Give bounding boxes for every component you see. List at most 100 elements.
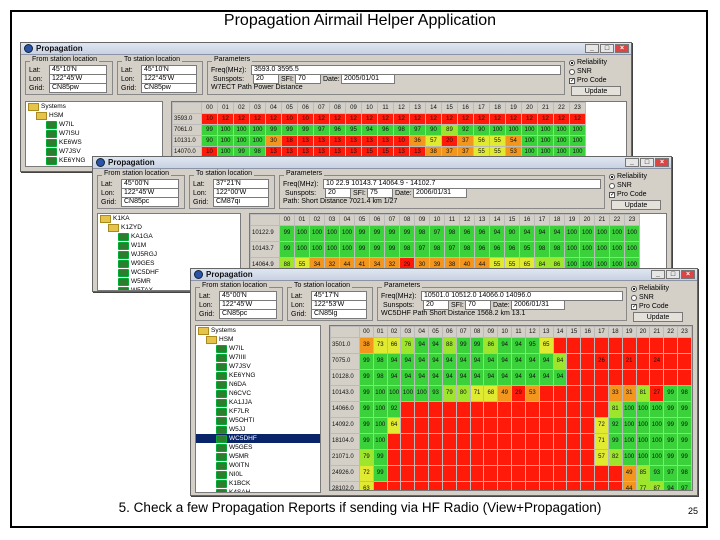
tree-item[interactable]: NI0L — [196, 470, 320, 479]
close-button[interactable]: × — [681, 270, 695, 279]
close-button[interactable]: × — [615, 44, 629, 53]
frequency-field[interactable]: 3593.0 3595.5 — [251, 65, 561, 75]
tree-item[interactable]: N6CVC — [196, 389, 320, 398]
reliability-cell: 99 — [677, 401, 692, 418]
tree-item[interactable]: W7IIII — [196, 353, 320, 362]
snr-radio[interactable]: SNR — [569, 68, 592, 75]
tree-item[interactable]: W0ITN — [196, 461, 320, 470]
checkbox-box[interactable]: ✓ — [631, 303, 638, 310]
tree-item[interactable]: KE6YNG — [196, 371, 320, 380]
reliability-cell — [566, 353, 582, 370]
tree-item[interactable]: K1ZYD — [98, 223, 240, 232]
reliability-radio[interactable]: Reliability — [609, 173, 647, 180]
tree-item[interactable]: W7ISU — [26, 129, 162, 138]
maximize-button[interactable]: □ — [600, 44, 614, 53]
tree-item[interactable]: KF7LR — [196, 407, 320, 416]
tree-item[interactable]: KE6VS — [26, 165, 162, 166]
close-button[interactable]: × — [655, 158, 669, 167]
snr-radio-dot[interactable] — [631, 294, 637, 301]
reliability-cell: 81 — [607, 401, 623, 418]
reliability-cell: 99 — [279, 225, 295, 242]
pro-code-checkbox[interactable]: ✓ Pro Code — [609, 191, 647, 198]
snr-label: SNR — [577, 68, 592, 75]
tree-item[interactable]: WJ5RGJ — [98, 250, 240, 259]
snr-radio[interactable]: SNR — [631, 294, 654, 301]
tree-item[interactable]: W9GES — [98, 259, 240, 268]
tree-item[interactable]: W7IL — [196, 344, 320, 353]
hour-header: 11 — [377, 102, 394, 114]
sunspots-field[interactable]: 20 — [423, 300, 449, 310]
tree-item[interactable]: KE6YNG — [26, 156, 162, 165]
sfi-field[interactable]: 70 — [465, 300, 491, 310]
tree-item[interactable]: Systems — [196, 326, 320, 335]
sunspots-field[interactable]: 20 — [325, 188, 351, 198]
minimize-button[interactable]: _ — [585, 44, 599, 53]
grid-field[interactable]: CN85pc — [219, 309, 277, 319]
lon-label: Lon: — [199, 301, 213, 309]
reliability-radio-dot[interactable] — [609, 173, 615, 180]
propagation-window-3[interactable]: Propagation _ □ × From station location Lat: 4… — [190, 268, 698, 496]
date-field[interactable]: 2006/01/31 — [413, 188, 467, 198]
tree-item[interactable]: W1M — [98, 241, 240, 250]
reliability-radio[interactable]: Reliability — [569, 59, 607, 66]
snr-radio-dot[interactable] — [609, 182, 615, 189]
station-tree[interactable]: K1KA K1ZYD KA1GA W1M WJ5RGJ W9GES WC5DHF W5MR W5… — [97, 213, 241, 291]
reliability-radio-dot[interactable] — [631, 285, 637, 292]
tree-item[interactable]: KA1GA — [98, 232, 240, 241]
pro-code-checkbox[interactable]: ✓ Pro Code — [631, 303, 669, 310]
tree-item[interactable]: N6DA — [196, 380, 320, 389]
tree-item[interactable]: KA1JJA — [196, 398, 320, 407]
hour-header: 09 — [414, 214, 430, 226]
reliability-radio-dot[interactable] — [569, 59, 575, 66]
hour-header: 14 — [425, 102, 442, 114]
to-lon-label: Lon: — [193, 189, 207, 197]
date-field[interactable]: 2006/01/31 — [511, 300, 565, 310]
sunspots-field[interactable]: 20 — [253, 74, 279, 84]
update-button[interactable]: Update — [633, 312, 683, 322]
tree-item[interactable]: W5MR — [98, 277, 240, 286]
reliability-radio[interactable]: Reliability — [631, 285, 669, 292]
tree-item[interactable]: Systems — [26, 102, 162, 111]
grid-row: Grid: CN85pc — [199, 309, 277, 319]
sfi-field[interactable]: 75 — [367, 188, 393, 198]
tree-item[interactable]: WC5DHF — [196, 434, 320, 443]
tree-item[interactable]: K1KA — [98, 214, 240, 223]
minimize-button[interactable]: _ — [625, 158, 639, 167]
maximize-button[interactable]: □ — [640, 158, 654, 167]
minimize-button[interactable]: _ — [651, 270, 665, 279]
to-grid-field[interactable]: CN85lg — [311, 309, 367, 319]
date-field[interactable]: 2005/01/01 — [341, 74, 395, 84]
grid-field[interactable]: CN85pw — [49, 83, 107, 93]
tree-item[interactable]: WC5DHF — [98, 268, 240, 277]
reliability-cell: 100 — [624, 225, 640, 242]
tree-item[interactable]: W5MR — [196, 452, 320, 461]
tree-item[interactable]: W5JJ — [196, 425, 320, 434]
station-tree[interactable]: Systems HSM W7IL W7IIII W7JSV KE6YNG N6DA N6CVC… — [195, 325, 321, 493]
tree-item[interactable]: W5OHTI — [196, 416, 320, 425]
reliability-cell — [469, 465, 485, 482]
tree-item[interactable]: HSM — [196, 335, 320, 344]
pro-code-checkbox[interactable]: ✓ Pro Code — [569, 77, 607, 84]
tree-item[interactable]: W7JSV — [196, 362, 320, 371]
tree-item[interactable]: W5GES — [196, 443, 320, 452]
sfi-field[interactable]: 70 — [295, 74, 321, 84]
tree-item[interactable]: K1BCK — [196, 479, 320, 488]
checkbox-box[interactable]: ✓ — [609, 191, 616, 198]
reliability-cell: 18 — [281, 135, 298, 147]
checkbox-box[interactable]: ✓ — [569, 77, 576, 84]
to-grid-field[interactable]: CM87qi — [213, 197, 269, 207]
maximize-button[interactable]: □ — [666, 270, 680, 279]
tree-item[interactable]: W5TAX — [98, 286, 240, 290]
grid-field[interactable]: CN85pc — [121, 197, 179, 207]
tree-item[interactable]: K4SAH — [196, 488, 320, 492]
to-grid-field[interactable]: CN85pw — [141, 83, 197, 93]
snr-radio-dot[interactable] — [569, 68, 575, 75]
tree-item[interactable]: HSM — [26, 111, 162, 120]
update-button[interactable]: Update — [571, 86, 621, 96]
tree-item[interactable]: W7JSV — [26, 147, 162, 156]
tree-item[interactable]: KE6WS — [26, 138, 162, 147]
update-button[interactable]: Update — [611, 200, 661, 210]
propagation-window-1[interactable]: Propagation _ □ × From station location Lat: 4… — [20, 42, 632, 172]
snr-radio[interactable]: SNR — [609, 182, 632, 189]
tree-item[interactable]: W7IL — [26, 120, 162, 129]
